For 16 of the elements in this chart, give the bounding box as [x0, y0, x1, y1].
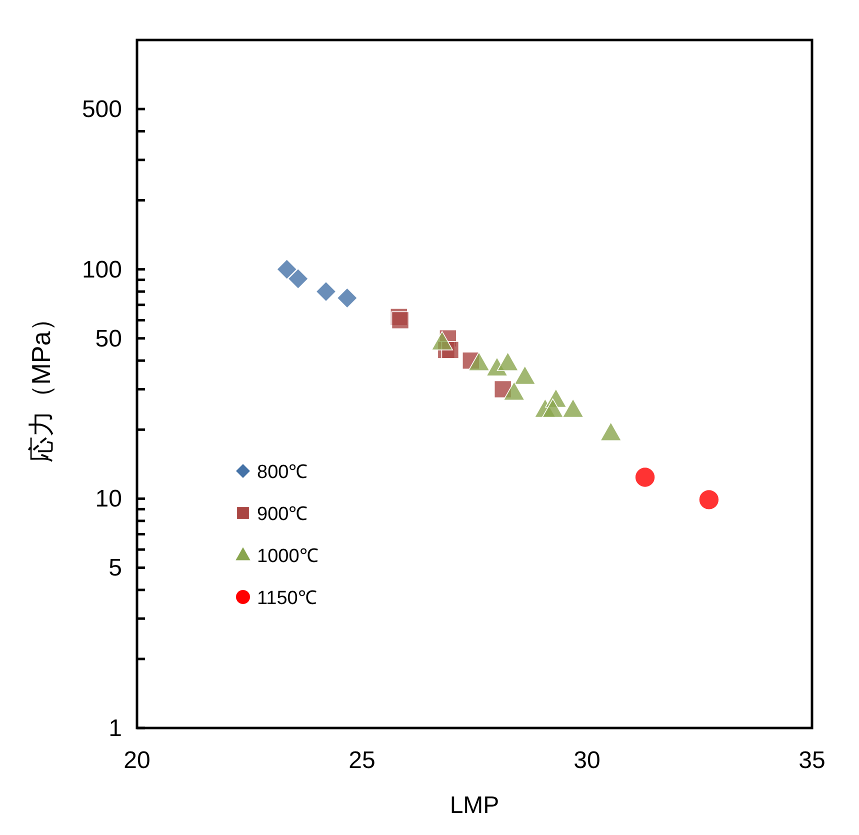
legend-label: 900℃: [257, 504, 308, 525]
x-tick-label: 20: [124, 747, 150, 774]
y-axis-title: 応力（MPa）: [26, 305, 56, 463]
y-tick-label: 50: [95, 325, 122, 352]
y-tick-label: 500: [82, 96, 122, 124]
y-tick-label: 5: [108, 554, 122, 582]
x-tick-label: 35: [798, 747, 826, 774]
x-tick-label: 25: [348, 747, 376, 774]
x-axis-title: LMP: [450, 792, 500, 819]
y-tick-label: 10: [95, 486, 122, 513]
x-tick-label: 30: [574, 747, 600, 774]
y-tick-label: 100: [82, 256, 122, 284]
legend-label: 1000℃: [257, 546, 318, 567]
legend-label: 1150℃: [257, 588, 317, 609]
y-tick-label: 1: [108, 715, 122, 742]
legend-label: 800℃: [257, 462, 308, 483]
